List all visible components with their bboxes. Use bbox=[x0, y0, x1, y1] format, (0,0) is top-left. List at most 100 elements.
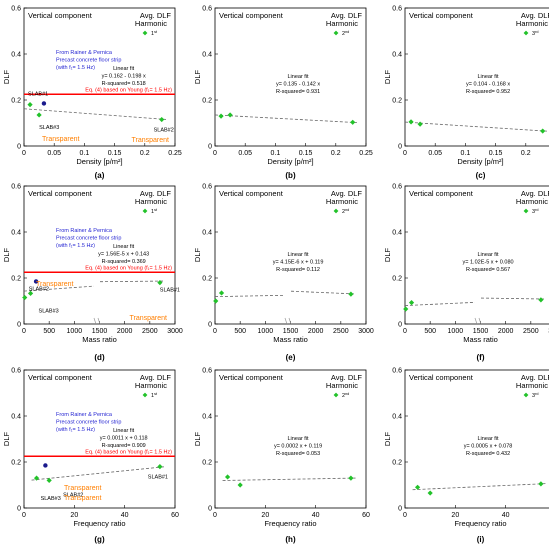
linear-fit-line bbox=[23, 285, 94, 292]
y-tick-label: 0 bbox=[17, 144, 21, 151]
linear-fit-text: y= 4.15E-6 x + 0.119 bbox=[273, 260, 324, 266]
legend-entry: 1st bbox=[151, 208, 158, 215]
data-point bbox=[227, 112, 233, 118]
panel-a: 0 0.2 0.4 0.6 0 0.05 0.1 0.15 0.2 0.25 Density [p/… bbox=[2, 6, 182, 181]
data-point bbox=[237, 482, 243, 488]
panel-e: 0 0.2 0.4 0.6 0 500 1000 1500 2000 2500 3000 Mass r… bbox=[193, 184, 374, 363]
legend-entry-number: 1 bbox=[151, 393, 154, 399]
legend-entry: 1st bbox=[151, 392, 158, 399]
linear-fit-text: R-squared= 0.112 bbox=[276, 267, 320, 273]
slab-label: SLAB#3 bbox=[39, 308, 59, 314]
legend-title-harmonic: Harmonic bbox=[135, 19, 167, 28]
ref-point-marker bbox=[43, 463, 48, 468]
linear-fit-text: Linear fit bbox=[113, 244, 135, 250]
x-tick-label: 0.05 bbox=[428, 150, 442, 157]
legend-entry-suffix: rd bbox=[535, 30, 538, 34]
linear-fit-line bbox=[31, 466, 165, 481]
x-tick-label: 0.05 bbox=[238, 150, 252, 157]
data-point bbox=[218, 113, 224, 119]
x-tick-label: 500 bbox=[424, 328, 436, 335]
linear-fit-text: Linear fit bbox=[113, 66, 135, 72]
panel-caption: (e) bbox=[286, 353, 296, 362]
legend-entry-number: 3 bbox=[532, 393, 535, 399]
legend-entry-number: 2 bbox=[342, 31, 345, 37]
legend-title-avg-dlf: Avg. DLF bbox=[140, 373, 172, 382]
legend-entry: 2nd bbox=[342, 208, 349, 215]
y-tick-label: 0.4 bbox=[392, 52, 402, 59]
x-tick-label: 0.15 bbox=[299, 150, 313, 157]
y-tick-label: 0.6 bbox=[392, 368, 402, 375]
legend-marker bbox=[142, 392, 148, 398]
linear-fit-line bbox=[222, 477, 356, 481]
data-point bbox=[427, 490, 433, 496]
data-point bbox=[348, 291, 354, 297]
ref-annotation-line: From Rainer & Pernica bbox=[56, 412, 113, 418]
panel-title: Vertical component bbox=[28, 189, 93, 198]
panel-title: Vertical component bbox=[219, 189, 284, 198]
data-point bbox=[27, 102, 33, 108]
y-tick-label: 0.4 bbox=[11, 52, 21, 59]
linear-fit-text: y= 0.162 - 0.198 x bbox=[102, 74, 146, 80]
x-tick-label: 40 bbox=[502, 512, 510, 519]
linear-fit-text: Linear fit bbox=[287, 436, 309, 442]
x-tick-label: 3000 bbox=[167, 328, 183, 335]
legend-marker bbox=[523, 392, 529, 398]
x-tick-label: 2500 bbox=[333, 328, 349, 335]
linear-fit-text: Linear fit bbox=[477, 74, 499, 80]
slab-label: SLAB#1 bbox=[160, 288, 180, 294]
plot-frame bbox=[404, 369, 549, 509]
linear-fit-text: R-squared= 0.931 bbox=[276, 89, 320, 95]
x-tick-label: 0.25 bbox=[168, 150, 182, 157]
plot-frame bbox=[23, 7, 176, 147]
axis-break-marker bbox=[284, 317, 292, 325]
data-point bbox=[350, 119, 356, 125]
legend-entry-suffix: rd bbox=[535, 208, 538, 212]
x-tick-label: 500 bbox=[234, 328, 246, 335]
panel-caption: (i) bbox=[477, 535, 485, 544]
linear-fit-line bbox=[214, 114, 357, 124]
legend-title-harmonic: Harmonic bbox=[516, 197, 548, 206]
y-tick-label: 0.4 bbox=[11, 230, 21, 237]
linear-fit-text: Linear fit bbox=[287, 74, 309, 80]
plot-frame bbox=[23, 369, 176, 509]
legend-title-avg-dlf: Avg. DLF bbox=[140, 189, 172, 198]
x-tick-label: 60 bbox=[362, 512, 370, 519]
x-tick-label: 1000 bbox=[67, 328, 83, 335]
panel-title: Vertical component bbox=[219, 373, 284, 382]
slab-label: SLAB#2 bbox=[154, 128, 174, 134]
legend-entry-number: 2 bbox=[342, 393, 345, 399]
y-tick-label: 0.6 bbox=[392, 184, 402, 191]
y-tick-label: 0.4 bbox=[202, 52, 212, 59]
transparent-label: Transparent bbox=[36, 281, 74, 288]
linear-fit-text: Linear fit bbox=[477, 252, 499, 258]
x-axis-label: Mass ratio bbox=[82, 335, 117, 344]
plot-frame bbox=[404, 7, 549, 147]
legend-entry: 3rd bbox=[532, 30, 538, 37]
y-tick-label: 0.2 bbox=[11, 98, 21, 105]
legend-entry-suffix: st bbox=[154, 392, 158, 396]
x-tick-label: 0.2 bbox=[331, 150, 341, 157]
x-tick-label: 40 bbox=[312, 512, 320, 519]
panel-title: Vertical component bbox=[409, 373, 474, 382]
eq4-young-label: Eq. (4) based on Young (f₁= 1.5 Hz) bbox=[85, 449, 172, 455]
plot-frame bbox=[214, 7, 367, 147]
x-tick-label: 0.1 bbox=[461, 150, 471, 157]
eq4-young-label: Eq. (4) based on Young (f₁= 1.5 Hz) bbox=[85, 265, 172, 271]
panel-d: 0 0.2 0.4 0.6 0 500 1000 1500 2000 2500 3000 Mass r… bbox=[2, 184, 183, 363]
axis-break-marker bbox=[474, 317, 482, 325]
y-tick-label: 0 bbox=[17, 506, 21, 513]
x-axis-label: Frequency ratio bbox=[264, 519, 316, 528]
y-axis-label: DLF bbox=[2, 247, 11, 262]
y-tick-label: 0.4 bbox=[392, 414, 402, 421]
panel-title: Vertical component bbox=[28, 373, 93, 382]
ref-annotation-line: From Rainer & Pernica bbox=[56, 50, 113, 56]
legend-title-harmonic: Harmonic bbox=[326, 19, 358, 28]
y-tick-label: 0.2 bbox=[202, 460, 212, 467]
ref-point-marker bbox=[33, 279, 39, 284]
linear-fit-line bbox=[404, 301, 475, 306]
linear-fit-text: y= 0.0011 x + 0.118 bbox=[100, 436, 148, 442]
legend-entry-suffix: nd bbox=[345, 392, 349, 396]
panel-caption: (a) bbox=[95, 171, 105, 180]
x-tick-label: 2000 bbox=[308, 328, 324, 335]
